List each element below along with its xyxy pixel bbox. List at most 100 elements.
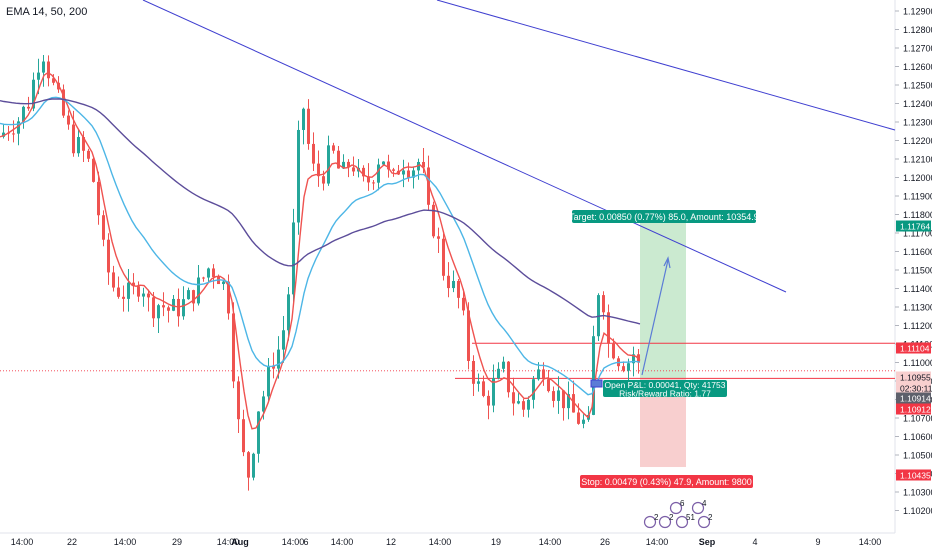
candle-body xyxy=(377,164,380,183)
price-badge-label: 1.11104 xyxy=(900,344,930,354)
economic-event-icon[interactable] xyxy=(691,501,705,515)
candle-body xyxy=(512,392,515,404)
economic-event-icon[interactable] xyxy=(658,515,672,529)
candle-body xyxy=(2,132,5,137)
candle-body xyxy=(197,277,200,304)
candle-body xyxy=(382,161,385,165)
candle-body xyxy=(502,361,505,369)
risk-reward-label: Risk/Reward Ratio: 1.77 xyxy=(619,389,711,399)
trendline-upper[interactable] xyxy=(436,0,896,131)
candle-body xyxy=(437,236,440,239)
candle-body xyxy=(517,401,520,404)
candle-body xyxy=(392,169,395,171)
candle-body xyxy=(367,176,370,183)
candle-body xyxy=(17,121,20,134)
candle-body xyxy=(297,129,300,223)
candle-body xyxy=(302,108,305,130)
candle-body xyxy=(247,452,250,478)
candle-body xyxy=(472,360,475,384)
price-badge-timer xyxy=(896,382,931,394)
candle-body xyxy=(157,305,160,319)
candle-body xyxy=(237,381,240,420)
x-tick-label: Sep xyxy=(699,537,716,547)
candle-body xyxy=(22,106,25,122)
candle-body xyxy=(527,399,530,410)
candle-body xyxy=(87,150,90,159)
y-tick-label: 1.12800 xyxy=(903,25,932,35)
candle-body xyxy=(52,78,55,83)
candle-body xyxy=(72,124,75,154)
x-tick-label: 14:00 xyxy=(646,537,669,547)
trendline-lower[interactable] xyxy=(142,0,787,293)
price-badge-label: 1.10912 xyxy=(900,405,931,415)
stop-label-bg xyxy=(580,475,753,488)
candle-body xyxy=(312,143,315,164)
y-tick-label: 1.12600 xyxy=(903,62,932,72)
projection-arrow[interactable] xyxy=(641,259,669,376)
candle-body xyxy=(12,133,15,135)
candle-body xyxy=(212,268,215,277)
candle-body xyxy=(347,161,350,168)
candle-body xyxy=(42,61,45,73)
y-tick-label: 1.12300 xyxy=(903,118,932,128)
indicator-title[interactable]: EMA 14, 50, 200 xyxy=(6,6,88,18)
candle-body xyxy=(422,161,425,168)
x-tick-label: 26 xyxy=(600,537,610,547)
y-tick-label: 1.10700 xyxy=(903,414,932,424)
x-tick-label: 14:00 xyxy=(331,537,354,547)
candle-body xyxy=(482,381,485,396)
candle-body xyxy=(447,275,450,289)
price-badge-dark xyxy=(896,392,931,404)
price-badge-label: 02:30:11 xyxy=(900,384,932,394)
y-tick-label: 1.11700 xyxy=(903,229,932,239)
candle-body xyxy=(342,161,345,169)
economic-event-count: 2 xyxy=(669,513,674,522)
candle-body xyxy=(127,282,130,299)
candle-body xyxy=(182,299,185,317)
x-tick-label: 29 xyxy=(172,537,182,547)
candle-body xyxy=(27,106,30,109)
y-tick-label: 1.11200 xyxy=(903,321,932,331)
candle-body xyxy=(97,181,100,216)
candle-body xyxy=(152,297,155,319)
candle-body xyxy=(552,391,555,401)
candle-body xyxy=(572,394,575,413)
y-tick-label: 1.12700 xyxy=(903,44,932,54)
candle-body xyxy=(322,176,325,184)
candle-body xyxy=(352,167,355,172)
candle-body xyxy=(287,294,290,331)
candle-body xyxy=(547,379,550,392)
candle-body xyxy=(627,363,630,371)
ema-200-line xyxy=(0,98,641,325)
y-tick-label: 1.11400 xyxy=(903,284,932,294)
candle-body xyxy=(32,79,35,109)
candle-body xyxy=(37,72,40,80)
candle-body xyxy=(507,361,510,393)
y-tick-label: 1.11000 xyxy=(903,358,932,368)
y-tick-label: 1.12200 xyxy=(903,136,932,146)
position-handle[interactable] xyxy=(590,379,603,388)
economic-event-icon[interactable] xyxy=(675,515,689,529)
economic-event-icon[interactable] xyxy=(669,501,683,515)
candle-body xyxy=(187,290,190,300)
price-badge-stop xyxy=(896,469,931,481)
x-tick-label: 22 xyxy=(67,537,77,547)
y-tick-label: 1.12900 xyxy=(903,7,932,17)
candle-body xyxy=(532,379,535,400)
candle-body xyxy=(282,330,285,350)
x-tick-label: 14:00 xyxy=(114,537,137,547)
x-tick-label: 12 xyxy=(386,537,396,547)
candle-body xyxy=(202,277,205,279)
candle-body xyxy=(607,312,610,344)
candle-body xyxy=(277,349,280,369)
y-tick-label: 1.11900 xyxy=(903,192,932,202)
economic-event-icon[interactable] xyxy=(643,515,657,529)
candle-body xyxy=(207,268,210,278)
y-tick-label: 1.12400 xyxy=(903,99,932,109)
economic-event-icon[interactable] xyxy=(697,515,711,529)
x-tick-label: 14:00 xyxy=(282,537,305,547)
candle-body xyxy=(82,137,85,151)
candle-body xyxy=(167,307,170,311)
candle-body xyxy=(452,280,455,289)
